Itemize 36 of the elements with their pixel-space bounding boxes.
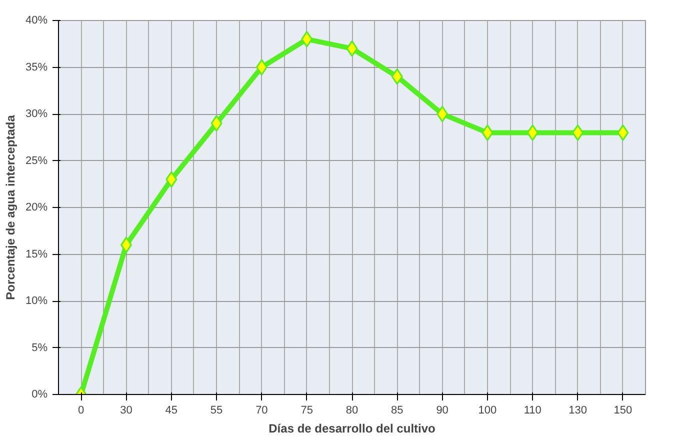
x-tick-label: 80 <box>346 404 358 416</box>
y-tick-label: 30% <box>25 108 48 120</box>
y-tick-label: 15% <box>25 248 48 260</box>
x-tick-label: 45 <box>165 404 178 416</box>
x-tick-label: 90 <box>436 404 448 416</box>
point <box>526 124 538 141</box>
y-tick-label: 10% <box>25 295 48 307</box>
point <box>391 68 403 85</box>
y-tick-label: 20% <box>25 202 48 214</box>
y-tick-label: 0% <box>32 388 48 400</box>
point <box>572 124 584 141</box>
point <box>482 124 494 141</box>
x-tick-label: 130 <box>568 404 587 416</box>
point <box>617 124 629 141</box>
x-axis-title: Días de desarrollo del cultivo <box>268 422 436 436</box>
point <box>256 59 268 76</box>
point <box>210 115 222 132</box>
x-tick-label: 85 <box>391 404 404 416</box>
x-tick-label: 100 <box>478 404 497 416</box>
x-tick-label: 150 <box>614 404 632 416</box>
x-tick-label: 30 <box>120 404 132 416</box>
point <box>120 236 132 254</box>
x-tick-label: 0 <box>78 404 84 416</box>
y-tick-label: 35% <box>25 61 48 74</box>
x-tick-label: 75 <box>300 404 313 416</box>
x-tick-label: 110 <box>524 404 542 416</box>
x-tick-label: 70 <box>256 404 268 416</box>
y-tick-label: 5% <box>32 342 48 354</box>
point <box>346 40 358 57</box>
x-tick-label: 55 <box>210 404 223 416</box>
point <box>301 30 313 48</box>
y-axis-title: Porcentaje de agua interceptada <box>3 114 18 300</box>
point <box>166 171 178 188</box>
point <box>436 106 448 122</box>
y-tick-label: 25% <box>25 154 48 167</box>
y-tick-label: 40% <box>25 14 48 26</box>
